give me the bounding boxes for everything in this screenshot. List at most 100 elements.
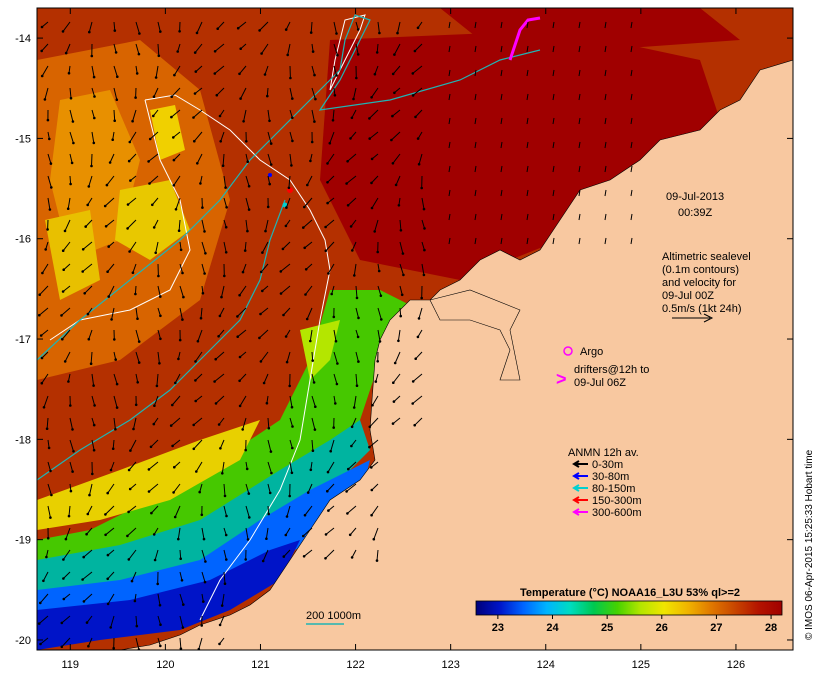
- velocity-arrow-head: [134, 292, 137, 296]
- velocity-arrow-head: [355, 76, 358, 80]
- velocity-arrow: [195, 461, 203, 472]
- velocity-arrow: [630, 189, 633, 197]
- velocity-arrow-head: [40, 49, 43, 53]
- velocity-arrow-head: [93, 404, 96, 407]
- anmn-item: 80-150m: [572, 483, 635, 495]
- velocity-arrow-head: [44, 248, 47, 251]
- velocity-arrow: [133, 417, 137, 430]
- velocity-arrow: [179, 285, 184, 298]
- velocity-arrow: [179, 593, 184, 605]
- velocity-arrow-head: [172, 491, 175, 494]
- velocity-arrow-head: [326, 181, 329, 184]
- lat-tick-label: -16: [15, 234, 31, 246]
- velocity-arrow-head: [311, 50, 315, 53]
- velocity-arrow: [500, 117, 503, 125]
- velocity-arrow-head: [285, 515, 289, 518]
- velocity-arrow: [448, 45, 451, 53]
- velocity-arrow-head: [87, 644, 90, 648]
- velocity-arrow: [415, 351, 423, 360]
- velocity-arrow: [474, 69, 477, 77]
- velocity-arrow-head: [134, 403, 138, 407]
- velocity-arrow: [61, 329, 71, 340]
- anmn-item: 0-30m: [572, 459, 623, 471]
- velocity-arrow-head: [112, 646, 115, 650]
- velocity-arrow: [311, 373, 315, 383]
- velocity-arrow-head: [265, 401, 269, 405]
- velocity-arrow-head: [85, 532, 88, 536]
- velocity-arrow: [156, 373, 159, 386]
- velocity-arrow-head: [64, 51, 68, 55]
- velocity-arrow-head: [246, 229, 249, 233]
- velocity-arrow: [604, 165, 607, 173]
- velocity-arrow: [448, 189, 451, 197]
- velocity-arrow: [448, 237, 451, 245]
- velocity-arrow-head: [378, 340, 382, 343]
- velocity-arrow: [177, 43, 181, 52]
- velocity-arrow: [474, 21, 477, 29]
- velocity-arrow: [302, 527, 313, 537]
- velocity-arrow-head: [368, 137, 372, 140]
- velocity-arrow: [89, 483, 93, 496]
- velocity-arrow: [448, 21, 451, 29]
- velocity-arrow: [201, 571, 206, 583]
- velocity-arrow: [47, 505, 51, 518]
- velocity-arrow: [630, 93, 633, 101]
- velocity-arrow: [148, 483, 159, 492]
- velocity-arrow: [355, 351, 359, 362]
- velocity-arrow: [311, 417, 316, 430]
- velocity-arrow-head: [330, 292, 334, 296]
- velocity-arrow: [110, 461, 115, 471]
- velocity-arrow-head: [40, 74, 44, 78]
- velocity-arrow-head: [411, 380, 415, 383]
- velocity-arrow-head: [223, 582, 227, 585]
- velocity-arrow: [500, 93, 503, 101]
- velocity-arrow-head: [241, 270, 245, 274]
- velocity-arrow-head: [46, 228, 49, 231]
- velocity-arrow: [86, 615, 93, 623]
- velocity-arrow: [219, 307, 225, 317]
- velocity-arrow-head: [290, 471, 294, 475]
- velocity-arrow: [171, 109, 181, 118]
- velocity-arrow-head: [103, 204, 107, 208]
- velocity-arrow: [347, 505, 357, 514]
- velocity-arrow: [173, 65, 181, 76]
- velocity-arrow: [303, 549, 313, 557]
- velocity-arrow: [104, 197, 115, 207]
- velocity-arrow: [330, 439, 335, 452]
- velocity-arrow-head: [247, 208, 251, 211]
- velocity-arrow-head: [336, 362, 339, 365]
- velocity-arrow-head: [66, 207, 70, 210]
- velocity-arrow-head: [223, 274, 226, 278]
- velocity-arrow: [69, 87, 72, 99]
- velocity-arrow-head: [67, 71, 71, 75]
- velocity-arrow: [128, 549, 137, 560]
- velocity-arrow: [46, 417, 49, 429]
- velocity-arrow: [392, 153, 401, 164]
- velocity-arrow-head: [199, 316, 203, 320]
- velocity-arrow-head: [324, 557, 327, 560]
- velocity-arrow: [218, 417, 225, 425]
- velocity-arrow-head: [261, 251, 264, 254]
- velocity-arrow: [377, 285, 382, 296]
- velocity-arrow-head: [115, 382, 119, 386]
- velocity-arrow-head: [46, 536, 50, 540]
- velocity-arrow-head: [326, 470, 330, 474]
- velocity-arrow: [264, 65, 269, 75]
- velocity-arrow-head: [179, 647, 183, 650]
- velocity-arrow: [630, 45, 633, 53]
- velocity-arrow-head: [217, 423, 221, 426]
- velocity-arrow: [239, 65, 247, 75]
- velocity-arrow: [113, 21, 116, 31]
- velocity-arrow: [245, 197, 250, 210]
- velocity-arrow: [41, 263, 49, 274]
- velocity-arrow-head: [45, 427, 49, 431]
- velocity-arrow-head: [268, 119, 271, 123]
- velocity-arrow: [578, 165, 581, 173]
- velocity-arrow-head: [173, 73, 176, 77]
- velocity-arrow-head: [214, 357, 217, 361]
- velocity-arrow: [309, 329, 313, 342]
- velocity-arrow-head: [172, 158, 176, 162]
- velocity-arrow: [245, 505, 250, 518]
- velocity-arrow: [604, 141, 607, 149]
- velocity-arrow-head: [40, 381, 44, 385]
